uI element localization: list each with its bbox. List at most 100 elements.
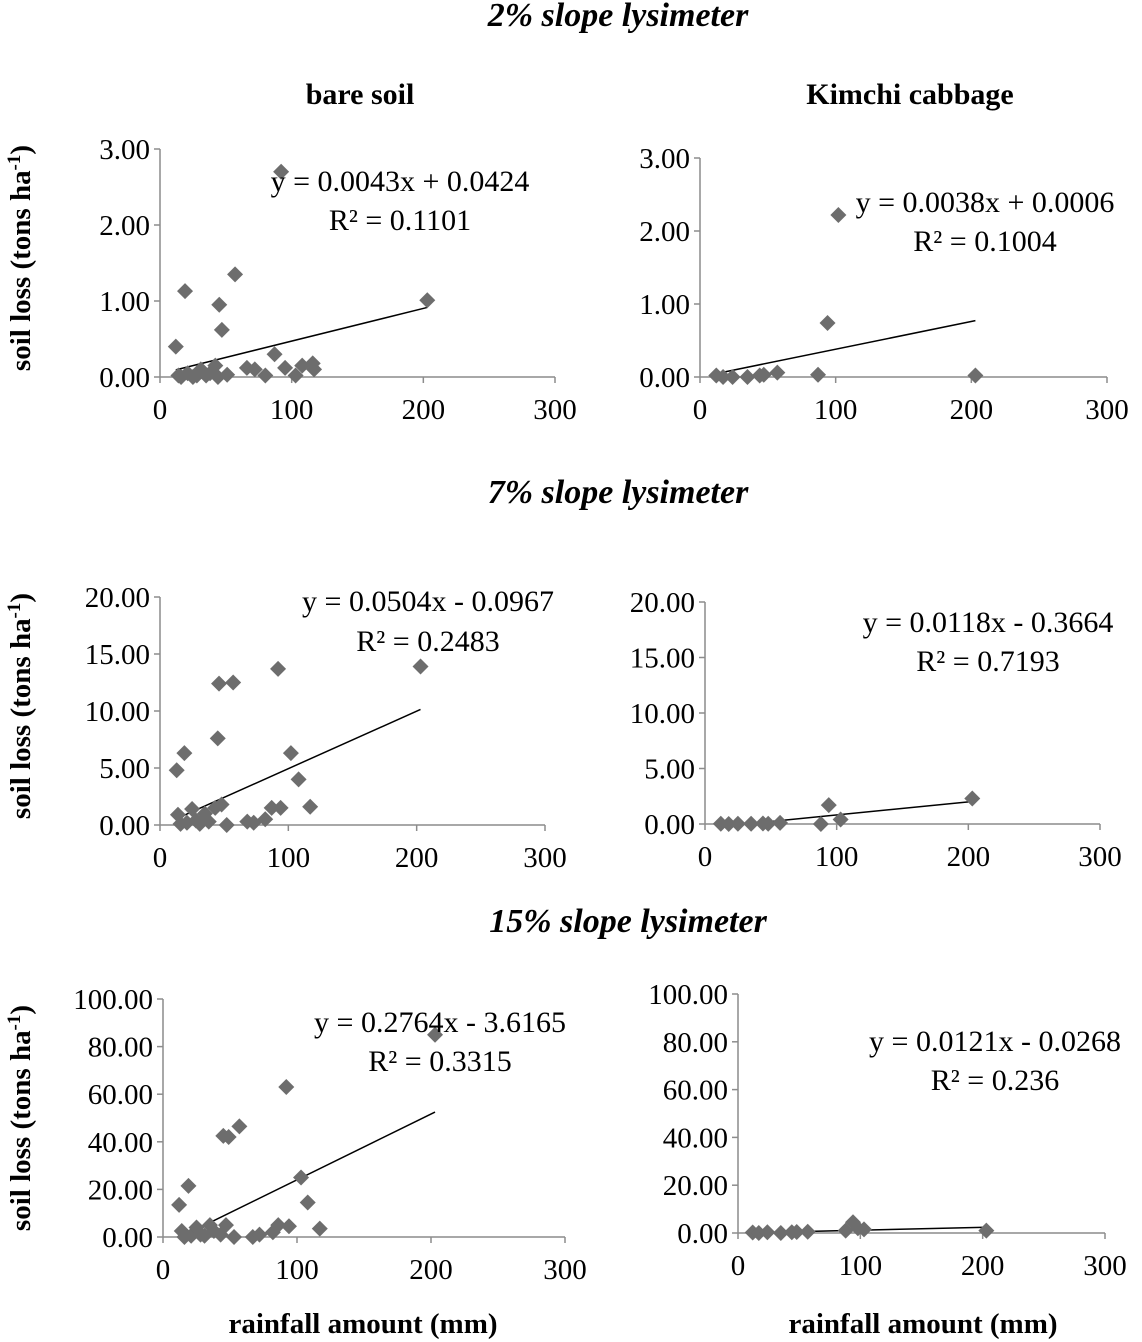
data-point (715, 369, 732, 385)
y-tick-label: 0.00 (677, 1218, 728, 1250)
x-tick-label: 300 (533, 394, 577, 426)
y-tick-label: 2.00 (99, 210, 150, 242)
x-tick-label: 0 (731, 1250, 746, 1282)
data-point (832, 811, 849, 828)
x-tick-label: 100 (815, 841, 859, 873)
data-point (270, 1217, 287, 1234)
x-axis-label: rainfall amount (mm) (788, 1308, 1057, 1340)
x-tick-label: 100 (267, 842, 311, 874)
data-point (755, 366, 772, 383)
data-point (293, 1169, 310, 1186)
chart-panel-2: 0.00 5.00 10.00 15.00 20.00 0 100 200 300 soil lo… (4, 582, 567, 874)
panel-title: bare soil (306, 78, 415, 111)
data-point (277, 359, 294, 376)
y-tick-label: 1.00 (639, 289, 690, 321)
data-point (209, 730, 226, 747)
x-tick-label: 0 (156, 1254, 171, 1286)
y-tick-label: 20.00 (630, 587, 695, 619)
trendline-equation: y = 0.0121x - 0.0268 (869, 1025, 1121, 1058)
y-tick-label: 2.00 (639, 216, 690, 248)
data-point (412, 658, 429, 675)
r-squared-label: R² = 0.2483 (356, 625, 499, 658)
x-tick-label: 100 (270, 394, 314, 426)
data-point (176, 745, 193, 762)
x-tick-label: 100 (839, 1250, 883, 1282)
x-tick-label: 300 (543, 1254, 587, 1286)
r-squared-label: R² = 0.236 (931, 1064, 1059, 1097)
data-point (978, 1222, 995, 1239)
x-tick-label: 0 (693, 394, 708, 426)
trendline-equation: y = 0.0038x + 0.0006 (856, 186, 1115, 219)
chart-panel-1: 0.00 1.00 2.00 3.00 0 100 200 300 Kimchi cabbage… (639, 78, 1129, 426)
data-point (724, 369, 741, 385)
y-tick-label: 20.00 (663, 1170, 728, 1202)
section-title-2pct: 2% slope lysimeter (487, 0, 749, 34)
data-point (220, 1129, 237, 1146)
r-squared-label: R² = 0.1101 (329, 204, 471, 237)
data-point (729, 815, 746, 832)
data-point (302, 798, 319, 815)
data-point (819, 314, 836, 331)
data-point (427, 1026, 444, 1043)
y-tick-label: 20.00 (88, 1174, 153, 1206)
r-squared-label: R² = 0.3315 (368, 1045, 511, 1078)
data-point (211, 675, 228, 692)
y-tick-label: 10.00 (85, 696, 150, 728)
data-point (167, 338, 184, 355)
data-point (967, 367, 984, 384)
data-point (299, 1194, 316, 1211)
x-tick-label: 100 (814, 394, 858, 426)
data-point (788, 1224, 805, 1241)
y-tick-label: 0.00 (644, 809, 695, 841)
chart-panel-0: 0.00 1.00 2.00 3.00 0 100 200 300 bare soil soil … (4, 78, 577, 426)
data-point (219, 366, 236, 383)
y-tick-label: 100.00 (648, 979, 728, 1011)
trendline (175, 306, 428, 371)
data-point (245, 814, 262, 831)
data-point (213, 321, 230, 338)
x-tick-label: 0 (153, 842, 168, 874)
data-point (211, 296, 228, 313)
y-tick-label: 5.00 (644, 754, 695, 786)
y-tick-label: 10.00 (630, 698, 695, 730)
data-point (306, 361, 323, 378)
data-point (246, 361, 263, 378)
data-point (227, 266, 244, 283)
x-tick-label: 200 (947, 841, 991, 873)
trendline (716, 319, 976, 375)
data-point (200, 813, 217, 830)
y-axis-label: soil loss (tons ha-1) (4, 145, 37, 371)
data-point (225, 674, 242, 691)
data-point (231, 1118, 248, 1135)
data-point (226, 1229, 243, 1245)
panel-title: Kimchi cabbage (806, 78, 1014, 111)
r-squared-label: R² = 0.7193 (916, 645, 1059, 678)
data-point (218, 817, 235, 833)
section-title-7pct: 7% slope lysimeter (488, 474, 749, 511)
r-squared-label: R² = 0.1004 (913, 225, 1056, 258)
data-point (311, 1220, 328, 1237)
y-tick-label: 15.00 (630, 643, 695, 675)
y-tick-label: 5.00 (99, 753, 150, 785)
data-point (294, 357, 311, 374)
y-axis-label: soil loss (tons ha-1) (4, 1005, 37, 1231)
y-tick-label: 60.00 (663, 1075, 728, 1107)
data-point (282, 745, 299, 762)
data-point (772, 814, 789, 831)
chart-panel-5: 0.00 20.00 40.00 60.00 80.00 100.00 0 100 200 300… (648, 979, 1127, 1340)
trendline (178, 1111, 436, 1239)
chart-panels: 0.00 1.00 2.00 3.00 0 100 200 300 bare soil soil … (4, 78, 1129, 1340)
y-tick-label: 80.00 (88, 1032, 153, 1064)
y-tick-label: 3.00 (99, 134, 150, 166)
y-tick-label: 15.00 (85, 639, 150, 671)
trendline-equation: y = 0.0504x - 0.0967 (302, 585, 554, 618)
x-tick-label: 300 (523, 842, 567, 874)
y-axis-label: soil loss (tons ha-1) (4, 593, 37, 819)
trendline-equation: y = 0.0043x + 0.0424 (271, 165, 530, 198)
data-point (812, 816, 829, 832)
data-point (171, 1196, 188, 1213)
chart-panel-4: 0.00 20.00 40.00 60.00 80.00 100.00 0 100 200 300… (4, 984, 587, 1340)
y-tick-label: 0.00 (99, 362, 150, 394)
x-tick-label: 0 (698, 841, 713, 873)
